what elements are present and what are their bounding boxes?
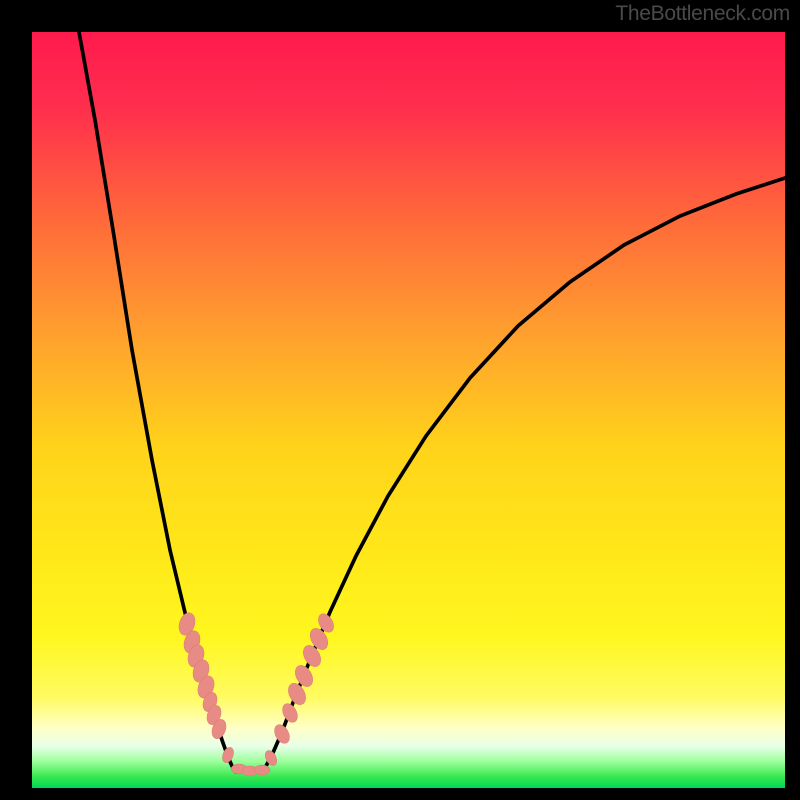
plot-background [32, 32, 785, 788]
bottleneck-chart [0, 0, 800, 800]
chart-container: TheBottleneck.com [0, 0, 800, 800]
watermark-text: TheBottleneck.com [615, 2, 790, 26]
curve-marker [254, 765, 270, 775]
